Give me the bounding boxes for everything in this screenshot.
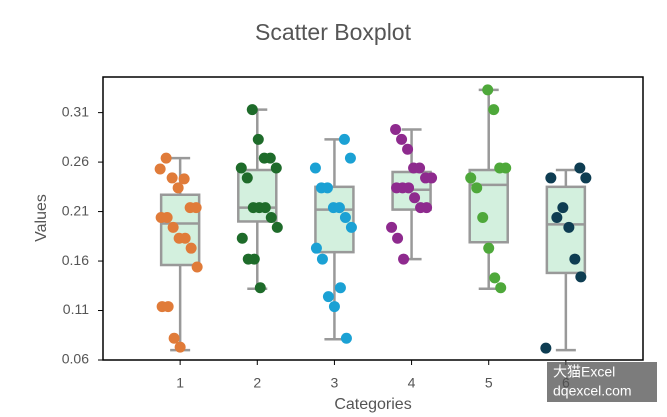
point bbox=[421, 202, 433, 214]
point bbox=[185, 242, 197, 254]
point bbox=[190, 202, 202, 214]
point bbox=[557, 202, 569, 214]
point bbox=[563, 221, 575, 233]
point bbox=[551, 212, 563, 224]
point bbox=[322, 291, 334, 303]
y-tick-label: 0.31 bbox=[62, 103, 89, 119]
point bbox=[392, 232, 404, 244]
x-tick-label: 5 bbox=[485, 375, 493, 391]
point bbox=[340, 332, 352, 344]
point bbox=[264, 152, 276, 164]
point bbox=[477, 212, 489, 224]
x-tick-label: 3 bbox=[331, 375, 339, 391]
point bbox=[316, 253, 328, 265]
plot-frame bbox=[102, 76, 644, 361]
y-tick-label: 0.06 bbox=[62, 351, 89, 367]
point bbox=[483, 242, 495, 254]
point bbox=[179, 232, 191, 244]
box bbox=[468, 168, 509, 244]
chart-title: Scatter Boxplot bbox=[255, 19, 412, 45]
point bbox=[310, 242, 322, 254]
point bbox=[162, 301, 174, 313]
point bbox=[309, 162, 321, 174]
point bbox=[386, 221, 398, 233]
point bbox=[545, 172, 557, 184]
point bbox=[409, 192, 421, 204]
point bbox=[390, 123, 402, 135]
y-tick-label: 0.11 bbox=[63, 301, 89, 317]
point bbox=[160, 152, 172, 164]
point bbox=[426, 172, 438, 184]
point bbox=[540, 342, 552, 354]
point bbox=[172, 182, 184, 194]
point bbox=[259, 202, 271, 214]
watermark-bg bbox=[547, 362, 657, 402]
x-tick-label: 1 bbox=[176, 375, 184, 391]
x-tick-label: 2 bbox=[253, 375, 261, 391]
point bbox=[328, 301, 340, 313]
point bbox=[174, 341, 186, 353]
point bbox=[500, 162, 512, 174]
point bbox=[569, 253, 581, 265]
point bbox=[333, 202, 345, 214]
point bbox=[489, 272, 501, 284]
y-axis-label: Values bbox=[33, 194, 50, 242]
point bbox=[339, 212, 351, 224]
x-tick-label: 4 bbox=[408, 375, 416, 391]
point bbox=[248, 253, 260, 265]
point bbox=[235, 162, 247, 174]
point bbox=[166, 172, 178, 184]
point bbox=[465, 172, 477, 184]
point bbox=[334, 282, 346, 294]
point bbox=[271, 221, 283, 233]
point bbox=[178, 173, 190, 185]
point bbox=[414, 162, 426, 174]
point bbox=[270, 162, 282, 174]
watermark: dqexcel.com bbox=[553, 383, 632, 399]
point bbox=[402, 143, 414, 155]
point bbox=[246, 104, 258, 116]
point bbox=[580, 172, 592, 184]
point bbox=[344, 152, 356, 164]
y-tick-label: 0.16 bbox=[62, 252, 89, 268]
point bbox=[154, 163, 166, 175]
point bbox=[236, 232, 248, 244]
point bbox=[191, 261, 203, 273]
x-axis-label: Categories bbox=[334, 396, 411, 413]
point bbox=[254, 282, 266, 294]
point bbox=[168, 332, 180, 344]
point bbox=[488, 104, 500, 116]
point bbox=[574, 162, 586, 174]
y-tick-label: 0.21 bbox=[62, 202, 89, 218]
point bbox=[265, 212, 277, 224]
y-tick-label: 0.26 bbox=[62, 153, 89, 169]
point bbox=[403, 182, 415, 194]
point bbox=[345, 221, 357, 233]
point bbox=[396, 133, 408, 145]
point bbox=[161, 212, 173, 224]
point bbox=[471, 182, 483, 194]
point bbox=[575, 271, 587, 283]
point bbox=[241, 172, 253, 184]
point bbox=[252, 133, 264, 145]
point bbox=[482, 84, 494, 96]
watermark: 大猫Excel bbox=[553, 364, 615, 380]
point bbox=[398, 253, 410, 265]
point bbox=[495, 282, 507, 294]
point bbox=[338, 133, 350, 145]
point bbox=[167, 221, 179, 233]
point bbox=[321, 182, 333, 194]
